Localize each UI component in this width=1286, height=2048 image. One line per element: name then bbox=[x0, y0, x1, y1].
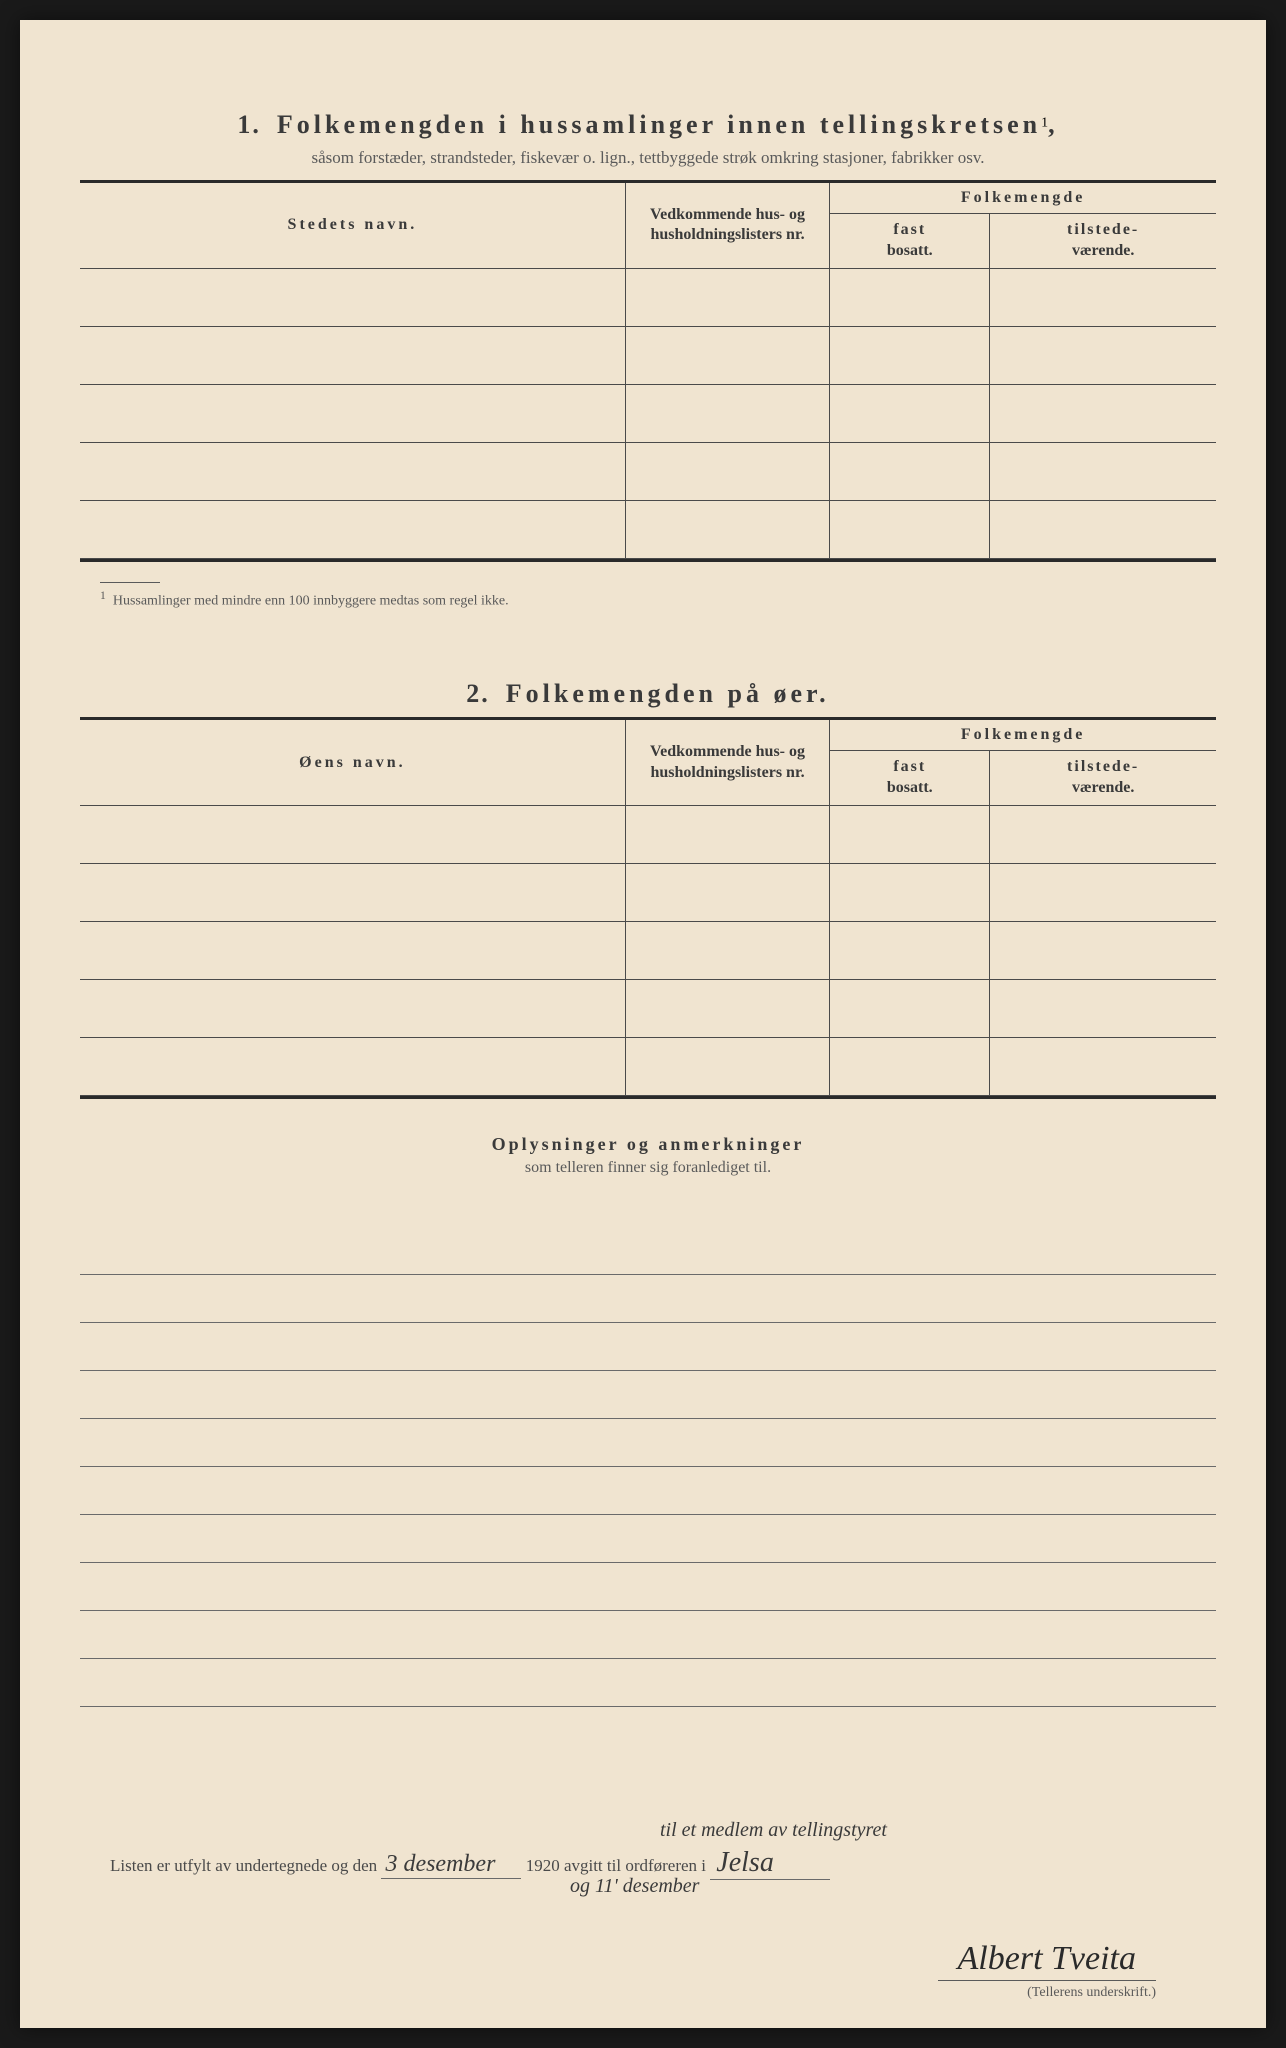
section2-table: Øens navn. Vedkommende hus- og husholdni… bbox=[80, 717, 1216, 1096]
section1-subtitle: såsom forstæder, strandsteder, fiskevær … bbox=[80, 148, 1216, 168]
section2-title: 2. Folkemengden på øer. bbox=[80, 679, 1216, 709]
section1-title: 1. Folkemengden i hussamlinger innen tel… bbox=[80, 110, 1216, 140]
col2-header-fast: fastbosatt. bbox=[830, 751, 990, 806]
col-header-fast: fastbosatt. bbox=[830, 214, 990, 269]
col-header-tilstede: tilstede-værende. bbox=[990, 214, 1216, 269]
col2-header-tilstede: tilstede-værende. bbox=[990, 751, 1216, 806]
handwritten-insertion-above: til et medlem av tellingstyret bbox=[660, 1819, 887, 1842]
section1-number: 1. bbox=[237, 110, 261, 139]
col2-header-name: Øens navn. bbox=[80, 719, 625, 806]
closing-statement: til et medlem av tellingstyret Listen er… bbox=[80, 1847, 1216, 1880]
notes-title: Oplysninger og anmerkninger bbox=[80, 1134, 1216, 1155]
col2-header-folk: Folkemengde bbox=[830, 719, 1216, 751]
signature-label: (Tellerens underskrift.) bbox=[80, 1985, 1156, 2001]
census-form-page: 1. Folkemengden i hussamlinger innen tel… bbox=[20, 20, 1266, 2028]
col-header-folk: Folkemengde bbox=[830, 182, 1216, 214]
notes-subtitle: som telleren finner sig foranlediget til… bbox=[80, 1159, 1216, 1177]
handwritten-place: Jelsa bbox=[710, 1847, 830, 1880]
section1-table: Stedets navn. Vedkommende hus- og hushol… bbox=[80, 180, 1216, 559]
section1-heading: Folkemengden i hussamlinger innen tellin… bbox=[277, 110, 1041, 139]
section2-number: 2. bbox=[466, 679, 490, 708]
handwritten-date: 3 desember bbox=[381, 1851, 521, 1879]
col-header-name: Stedets navn. bbox=[80, 182, 625, 269]
signature-block: Albert Tveita (Tellerens underskrift.) bbox=[80, 1940, 1216, 2001]
section2-heading: Folkemengden på øer. bbox=[506, 679, 830, 708]
notes-ruled-area bbox=[80, 1227, 1216, 1707]
section1-footnote: 1 Hussamlinger med mindre enn 100 innbyg… bbox=[80, 582, 1216, 610]
signature: Albert Tveita bbox=[938, 1940, 1156, 1981]
col2-header-list: Vedkommende hus- og husholdningslisters … bbox=[625, 719, 829, 806]
handwritten-insertion-below: og 11' desember bbox=[570, 1875, 699, 1898]
col-header-list: Vedkommende hus- og husholdningslisters … bbox=[625, 182, 829, 269]
